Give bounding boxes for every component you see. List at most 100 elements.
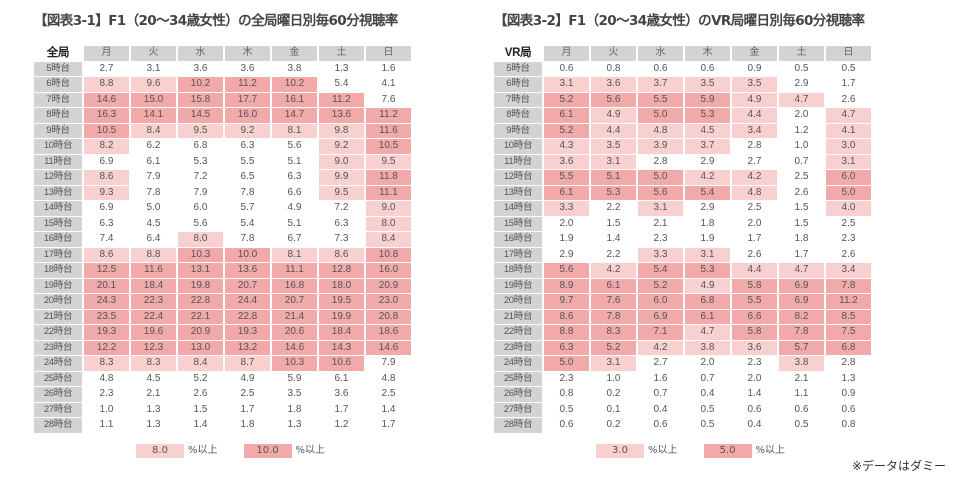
rating-cell: 0.6 [700,62,715,74]
rating-cell: 20.1 [84,278,129,293]
rating-cell: 8.3 [84,356,129,371]
rating-cell: 2.6 [841,93,856,105]
hour-label: 28時台 [494,418,542,433]
rating-cell: 0.7 [794,155,809,167]
hour-label: 9時台 [494,123,542,138]
rating-cell: 5.9 [287,372,302,384]
panel-all-stations: 【図表3-1】F1（20〜34歳女性）の全局曜日別毎60分視聴率 全局月火水木金… [34,0,474,470]
rating-cell: 6.6 [287,186,302,198]
rating-cell: 0.7 [653,388,668,399]
rating-cell: 10.2 [272,77,317,92]
rating-cell: 22.8 [225,309,270,324]
rating-cell: 8.6 [84,247,129,262]
hour-label: 19時台 [494,278,542,293]
panel-vr-stations: 【図表3-2】F1（20〜34歳女性）のVR局曜日別毎60分視聴率 VR局月火水… [494,0,934,470]
rating-cell: 5.2 [591,340,636,355]
rating-cell: 4.8 [99,372,114,384]
rating-cell: 5.0 [544,356,589,371]
rating-cell: 6.5 [240,171,255,182]
rating-cell: 17.7 [225,92,270,107]
rating-cell: 0.7 [700,372,715,384]
rating-cell: 22.1 [178,309,223,324]
rating-cell: 1.9 [700,233,715,244]
rating-cell: 2.9 [700,202,715,213]
hour-label: 24時台 [494,356,542,371]
rating-cell: 7.9 [193,186,208,198]
rating-cell: 3.6 [544,154,589,169]
rating-cell: 3.6 [240,62,255,74]
rating-cell: 2.1 [794,372,809,384]
hour-label: 17時台 [34,247,82,262]
rating-cell: 0.6 [794,403,809,415]
rating-cell: 19.9 [319,309,364,324]
chart-title: 【図表3-1】F1（20〜34歳女性）の全局曜日別毎60分視聴率 [34,13,398,29]
rating-cell: 19.3 [84,325,129,340]
rating-cell: 7.8 [826,278,871,293]
rating-cell: 3.6 [591,77,636,92]
rating-cell: 8.2 [779,309,824,324]
hour-label: 15時台 [34,216,82,231]
hour-label: 11時台 [34,154,82,169]
rating-cell: 0.5 [794,419,809,430]
day-header: 水 [178,46,223,61]
rating-cell: 3.6 [193,62,208,74]
rating-cell: 15.8 [178,92,223,107]
legend-swatch: 3.0 [596,443,644,458]
legend-swatch: 8.0 [136,443,184,458]
rating-cell: 22.8 [178,294,223,309]
rating-cell: 1.8 [700,217,715,229]
rating-cell: 5.7 [240,202,255,213]
rating-cell: 3.1 [591,356,636,371]
rating-cell: 18.6 [366,325,411,340]
rating-cell: 2.6 [193,388,208,399]
rating-cell: 2.0 [747,372,762,384]
hour-label: 7時台 [494,92,542,107]
rating-cell: 1.0 [794,140,809,151]
hour-label: 17時台 [494,247,542,262]
rating-cell: 2.6 [794,186,809,198]
rating-cell: 5.4 [638,263,683,278]
rating-cell: 19.6 [131,325,176,340]
rating-cell: 13.1 [178,263,223,278]
rating-cell: 6.8 [685,294,730,309]
hour-label: 25時台 [34,371,82,386]
hour-label: 23時台 [494,340,542,355]
rating-cell: 13.6 [319,108,364,123]
hour-label: 21時台 [494,309,542,324]
hour-label: 16時台 [34,232,82,247]
rating-cell: 1.4 [193,419,208,430]
rating-cell: 18.4 [131,278,176,293]
rating-cell: 10.5 [366,139,411,154]
rating-cell: 16.3 [84,108,129,123]
hour-label: 27時台 [34,402,82,417]
legend-swatch: 5.0 [703,443,752,458]
rating-cell: 1.2 [794,124,809,136]
rating-cell: 4.7 [779,263,824,278]
rating-cell: 1.4 [606,233,621,244]
hour-label: 9時台 [34,123,82,138]
rating-cell: 5.2 [638,278,683,293]
rating-cell: 6.8 [193,140,208,151]
rating-cell: 0.5 [700,403,715,415]
rating-cell: 6.1 [685,309,730,324]
rating-cell: 7.1 [638,325,683,340]
hour-label: 12時台 [494,170,542,185]
rating-cell: 8.5 [826,309,871,324]
rating-cell: 4.9 [240,372,255,384]
rating-cell: 5.2 [544,123,589,138]
rating-cell: 8.1 [272,123,317,138]
rating-cell: 8.2 [84,139,129,154]
rating-cell: 2.8 [841,357,856,368]
hour-label: 6時台 [34,77,82,92]
rating-cell: 4.2 [732,170,777,185]
hour-label: 13時台 [494,185,542,200]
rating-cell: 5.3 [591,185,636,200]
rating-cell: 3.6 [732,340,777,355]
rating-cell: 15.0 [131,92,176,107]
rating-cell: 0.6 [559,62,574,74]
rating-cell: 7.5 [826,325,871,340]
rating-cell: 5.4 [334,78,349,89]
rating-cell: 9.0 [319,154,364,169]
rating-cell: 7.2 [334,202,349,213]
rating-cell: 5.6 [638,185,683,200]
